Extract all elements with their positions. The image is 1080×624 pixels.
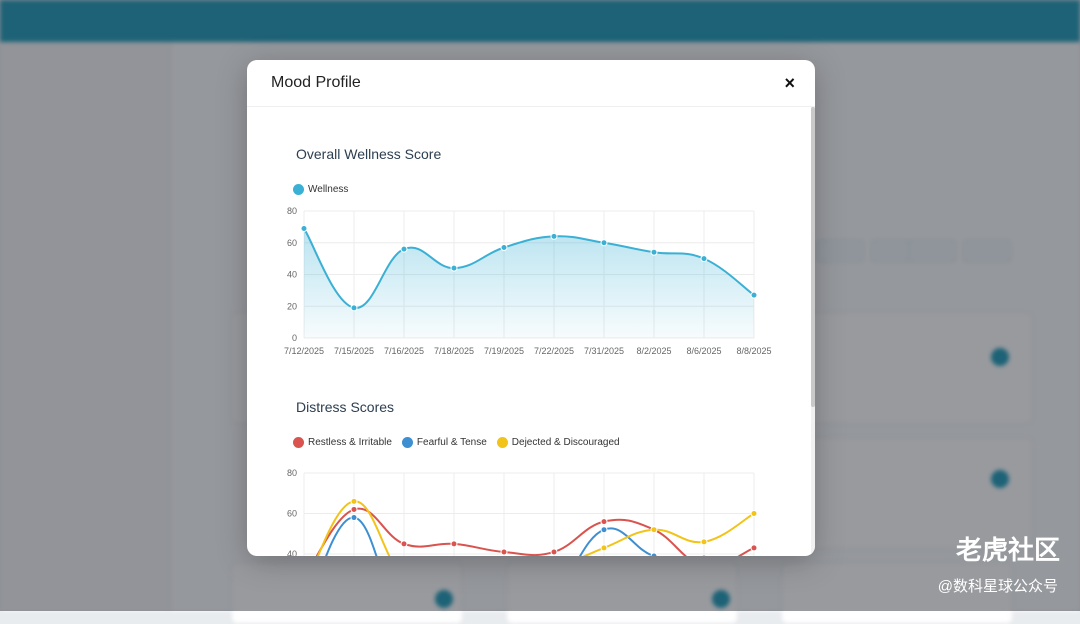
distress-legend: Restless & Irritable Fearful & Tense Dej… bbox=[293, 437, 620, 448]
x-tick-label: 8/6/2025 bbox=[686, 346, 721, 356]
x-tick-label: 7/19/2025 bbox=[484, 346, 524, 356]
content-card bbox=[801, 312, 1033, 424]
data-point[interactable] bbox=[600, 526, 608, 534]
modal-body: Overall Wellness Score Wellness 0 20 40 60 8… bbox=[247, 107, 811, 556]
data-point[interactable] bbox=[600, 544, 608, 552]
data-point[interactable] bbox=[650, 248, 658, 256]
y-tick-label: 60 bbox=[287, 238, 297, 248]
distress-chart-title: Distress Scores bbox=[296, 399, 395, 415]
data-point[interactable] bbox=[600, 518, 608, 526]
series-line bbox=[325, 516, 659, 556]
modal-header: Mood Profile × bbox=[247, 60, 815, 107]
card-action-button bbox=[435, 590, 453, 608]
y-tick-label: 40 bbox=[287, 549, 297, 556]
wellness-chart: 0 20 40 60 80 7/12/2025 7/15/2025 7/16/2025 7/18… bbox=[284, 206, 772, 356]
filter-chip bbox=[963, 240, 1011, 262]
data-point[interactable] bbox=[350, 514, 358, 522]
x-tick-label: 8/2/2025 bbox=[636, 346, 671, 356]
watermark-handle: @数科星球公众号 bbox=[937, 578, 1058, 595]
x-tick-label: 7/12/2025 bbox=[284, 346, 324, 356]
data-point[interactable] bbox=[550, 232, 558, 240]
legend-label: Wellness bbox=[308, 184, 349, 195]
sidebar bbox=[0, 42, 171, 611]
data-point[interactable] bbox=[500, 548, 508, 556]
data-point[interactable] bbox=[350, 497, 358, 505]
x-tick-label: 8/8/2025 bbox=[736, 346, 771, 356]
filter-chip bbox=[908, 240, 956, 262]
modal-scrollbar-thumb[interactable] bbox=[811, 107, 815, 407]
legend-item-dejected[interactable]: Dejected & Discouraged bbox=[496, 437, 620, 448]
data-point[interactable] bbox=[400, 245, 408, 253]
card-action-button bbox=[991, 348, 1009, 366]
data-point[interactable] bbox=[700, 255, 708, 263]
legend-swatch bbox=[293, 437, 304, 448]
filter-chip bbox=[816, 240, 864, 262]
legend-swatch bbox=[401, 437, 413, 448]
data-point[interactable] bbox=[400, 540, 408, 548]
legend-item-fearful[interactable]: Fearful & Tense bbox=[401, 437, 487, 448]
data-point[interactable] bbox=[750, 291, 758, 299]
data-point[interactable] bbox=[600, 239, 608, 247]
data-point[interactable] bbox=[450, 540, 458, 548]
y-tick-label: 60 bbox=[287, 509, 297, 519]
legend-swatch bbox=[293, 184, 304, 195]
data-point[interactable] bbox=[750, 510, 758, 517]
content-card bbox=[801, 437, 1033, 549]
wellness-chart-title: Overall Wellness Score bbox=[296, 146, 442, 162]
x-tick-label: 7/16/2025 bbox=[384, 346, 424, 356]
card-action-button bbox=[712, 590, 730, 608]
y-tick-label: 80 bbox=[287, 206, 297, 216]
watermark-logo-text: 老虎社区 bbox=[955, 535, 1060, 565]
series-line bbox=[316, 500, 755, 556]
x-tick-label: 7/22/2025 bbox=[534, 346, 574, 356]
close-button[interactable]: × bbox=[784, 72, 795, 93]
legend-label: Dejected & Discouraged bbox=[511, 437, 620, 448]
card-action-button bbox=[991, 470, 1009, 488]
data-point[interactable] bbox=[500, 244, 508, 252]
x-tick-label: 7/15/2025 bbox=[334, 346, 374, 356]
data-point[interactable] bbox=[650, 552, 658, 556]
legend-item-wellness[interactable]: Wellness bbox=[293, 184, 348, 195]
top-navbar bbox=[0, 0, 1080, 42]
x-tick-label: 7/18/2025 bbox=[434, 346, 474, 356]
data-point[interactable] bbox=[750, 544, 758, 552]
data-point[interactable] bbox=[300, 224, 308, 232]
legend-swatch bbox=[496, 437, 508, 448]
y-tick-label: 80 bbox=[287, 468, 297, 478]
wellness-legend: Wellness bbox=[293, 184, 348, 195]
data-point[interactable] bbox=[700, 538, 708, 546]
legend-label: Fearful & Tense bbox=[416, 437, 487, 448]
y-tick-label: 20 bbox=[287, 301, 297, 311]
series-area bbox=[304, 228, 754, 338]
modal-title: Mood Profile bbox=[271, 74, 361, 91]
y-tick-label: 0 bbox=[292, 333, 297, 343]
legend-label: Restless & Irritable bbox=[308, 437, 392, 448]
x-tick-label: 7/31/2025 bbox=[584, 346, 624, 356]
data-point[interactable] bbox=[701, 554, 707, 556]
data-point[interactable] bbox=[550, 548, 558, 556]
series-line bbox=[303, 227, 755, 309]
data-point[interactable] bbox=[450, 264, 458, 272]
mood-profile-modal: Mood Profile × Overall Wellness Score We… bbox=[247, 60, 815, 556]
y-tick-label: 40 bbox=[287, 270, 297, 280]
data-point[interactable] bbox=[350, 304, 358, 312]
data-point[interactable] bbox=[650, 526, 658, 534]
legend-item-restless[interactable]: Restless & Irritable bbox=[293, 437, 392, 448]
data-point[interactable] bbox=[350, 505, 358, 513]
